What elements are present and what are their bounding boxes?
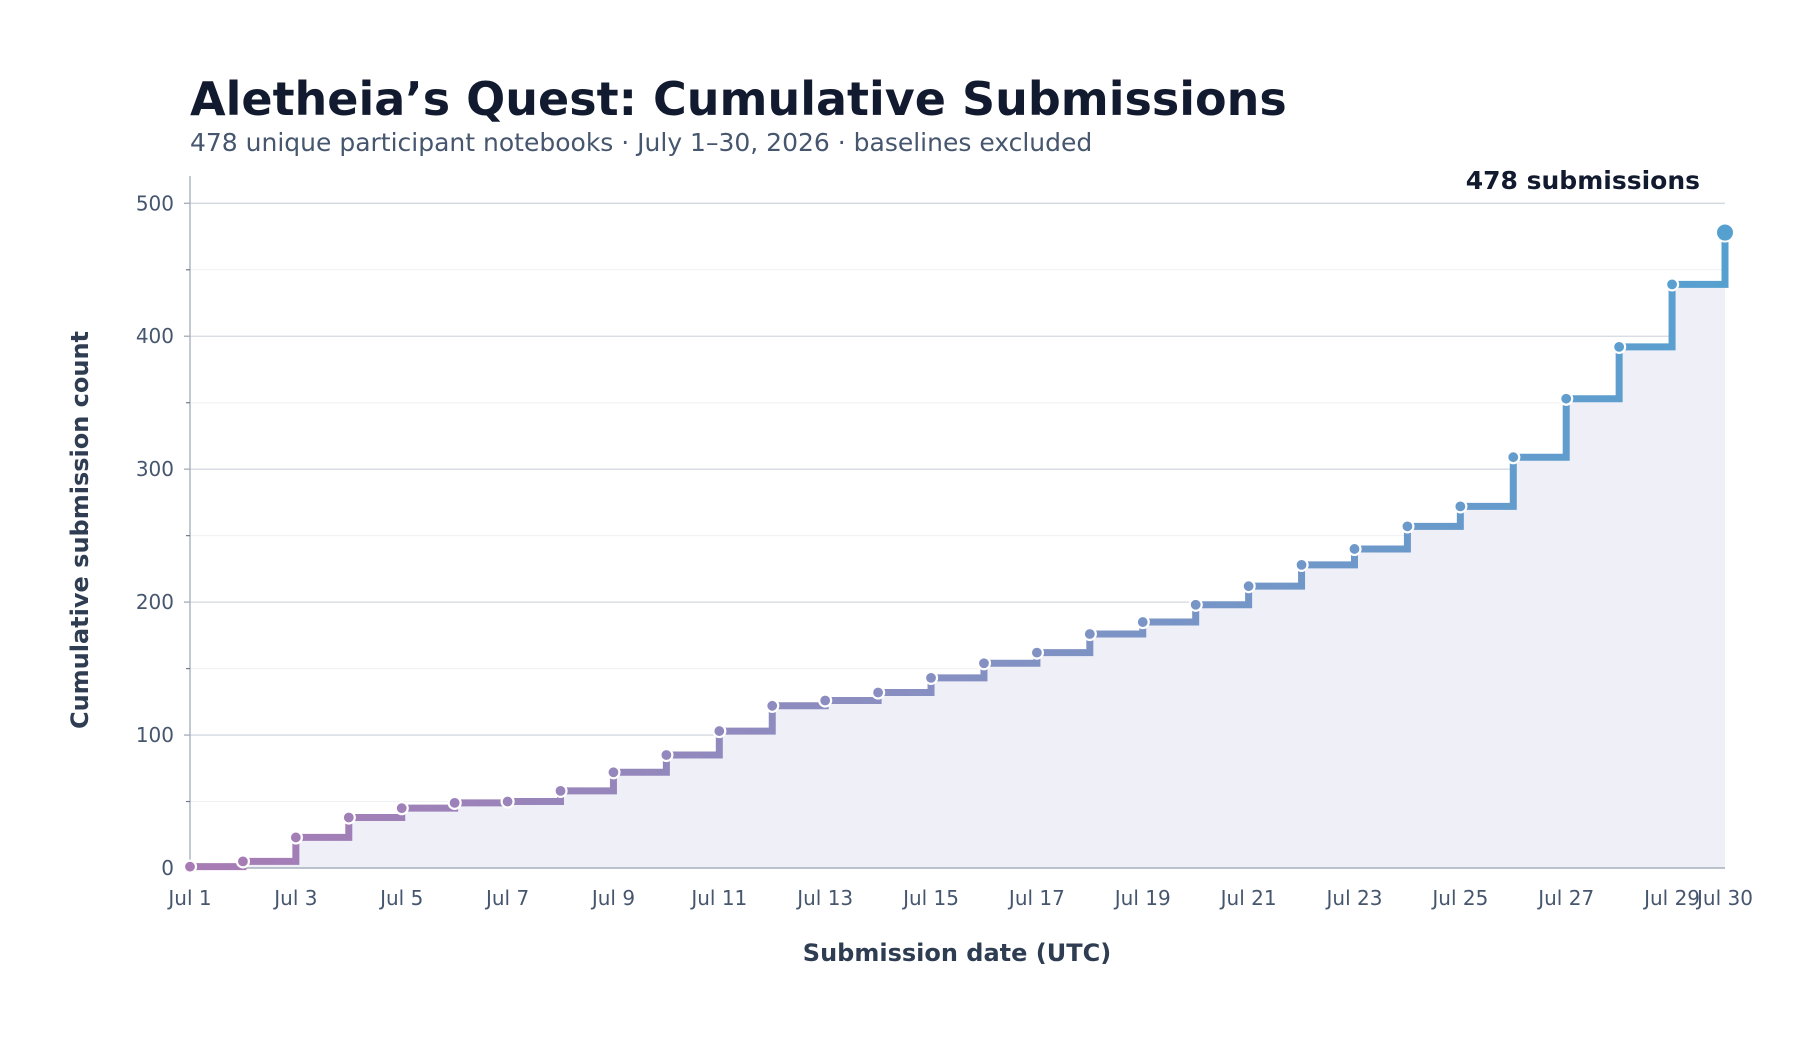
daily-point: [341, 810, 356, 825]
axes: [184, 176, 1725, 869]
final-total-annotation: 478 submissions: [1466, 166, 1700, 195]
x-tick-label: Jul 19: [1113, 886, 1171, 910]
daily-point: [1347, 541, 1362, 557]
daily-point: [1029, 645, 1044, 660]
daily-point: [1082, 626, 1097, 642]
daily-point: [1453, 499, 1468, 514]
x-tick-label: Jul 25: [1430, 886, 1488, 910]
y-axis-label: Cumulative submission count: [66, 331, 94, 729]
daily-point: [1135, 614, 1150, 630]
daily-point: [235, 854, 251, 869]
daily-points: [182, 222, 1735, 874]
daily-point: [871, 685, 886, 700]
y-tick-label: 0: [161, 856, 174, 880]
daily-point: [1188, 597, 1203, 612]
x-tick-label: Jul 11: [689, 886, 747, 910]
daily-point: [500, 794, 515, 809]
x-tick-label: Jul 30: [1695, 886, 1753, 910]
daily-point: [923, 670, 939, 685]
y-tick-label: 300: [136, 457, 174, 481]
x-tick-label: Jul 5: [378, 886, 423, 910]
daily-point: [712, 723, 727, 739]
y-tick-labels: 0 100 200 300 400 500: [136, 191, 174, 880]
y-tick-label: 500: [136, 191, 174, 215]
x-tick-label: Jul 29: [1642, 886, 1700, 910]
daily-point: [1241, 579, 1256, 594]
x-tick-label: Jul 3: [272, 886, 317, 910]
daily-point: [976, 656, 992, 671]
daily-point: [1559, 391, 1574, 406]
daily-point: [288, 830, 303, 845]
chart-title: Aletheia’s Quest: Cumulative Submissions: [190, 72, 1287, 126]
daily-point: [1612, 339, 1627, 354]
daily-point: [765, 698, 780, 713]
x-tick-label: Jul 15: [901, 886, 959, 910]
y-tick-label: 100: [136, 723, 174, 747]
x-tick-labels: Jul 1 Jul 3 Jul 5 Jul 7 Jul 9 Jul 11 Jul 13 Jul…: [166, 886, 1753, 910]
daily-point: [1400, 519, 1415, 534]
y-tick-label: 400: [136, 324, 174, 348]
x-tick-label: Jul 9: [590, 886, 635, 910]
daily-point: [818, 693, 833, 708]
chart-subtitle: 478 unique participant notebooks · July …: [190, 128, 1093, 157]
daily-point: [182, 859, 198, 874]
x-tick-label: Jul 27: [1536, 886, 1594, 910]
x-tick-label: Jul 13: [795, 886, 853, 910]
daily-point: [553, 783, 568, 798]
daily-point: [1506, 450, 1521, 465]
final-point: [1715, 222, 1735, 243]
daily-point: [659, 747, 674, 763]
cumulative-area-fill: [190, 232, 1725, 868]
x-tick-label: Jul 21: [1219, 886, 1277, 910]
x-tick-label: Jul 23: [1325, 886, 1383, 910]
x-tick-label: Jul 7: [484, 886, 529, 910]
x-tick-label: Jul 1: [166, 886, 211, 910]
daily-point: [1294, 557, 1309, 572]
y-tick-label: 200: [136, 590, 174, 614]
daily-point: [447, 795, 462, 810]
daily-point: [1664, 277, 1680, 292]
x-tick-label: Jul 17: [1007, 886, 1065, 910]
daily-point: [606, 765, 621, 780]
daily-point: [394, 801, 409, 816]
x-axis-label: Submission date (UTC): [803, 939, 1111, 967]
